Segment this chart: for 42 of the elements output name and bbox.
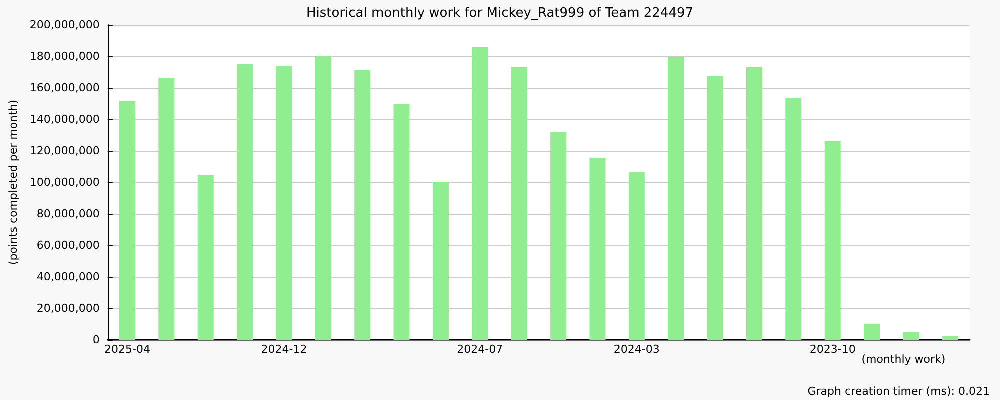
bar [590,158,606,340]
bar [707,76,724,340]
bar [864,324,880,340]
bar [158,78,175,340]
y-tick-label: 160,000,000 [30,82,100,94]
bar [511,67,528,340]
y-tick-label: 140,000,000 [30,113,100,126]
y-tick-label: 20,000,000 [36,302,100,315]
x-tick-label: 2025-04 [104,343,150,356]
bar [354,70,371,340]
x-axis-title: (monthly work) [862,353,946,366]
bar [315,56,332,340]
bar [472,47,488,340]
y-tick-label: 60,000,000 [36,239,100,252]
y-tick-label: 180,000,000 [30,50,100,63]
text: Graph creation timer (ms): 0.021 [808,385,990,398]
bar [394,104,410,340]
x-tick-label: 2023-10 [810,343,856,356]
bar [432,182,449,340]
y-tick-label: 100,000,000 [30,176,100,189]
bar [550,132,567,340]
bar [942,336,958,340]
bar [237,64,254,340]
y-axis-title: (points completed per month) [7,100,20,266]
bar [824,141,841,340]
x-tick-label: 2024-03 [614,343,660,356]
bar [903,332,920,340]
y-tick-label: 200,000,000 [30,18,100,32]
x-tick-label: 2024-07 [457,343,504,356]
bar [628,172,645,340]
bar [119,101,136,340]
y-tick-label: 40,000,000 [36,270,100,284]
bar [276,66,292,340]
y-tick-label: 0 [92,334,100,346]
x-tick-label: 2024-12 [261,343,308,356]
bar [198,175,214,340]
chart-title: Historical monthly work for Mickey_Rat999 of Team 224497 [306,6,694,21]
y-tick-label: 80,000,000 [36,208,100,220]
bar [786,98,802,340]
y-tick-label: 120,000,000 [30,144,100,158]
bar [668,57,684,340]
bar [746,67,762,340]
